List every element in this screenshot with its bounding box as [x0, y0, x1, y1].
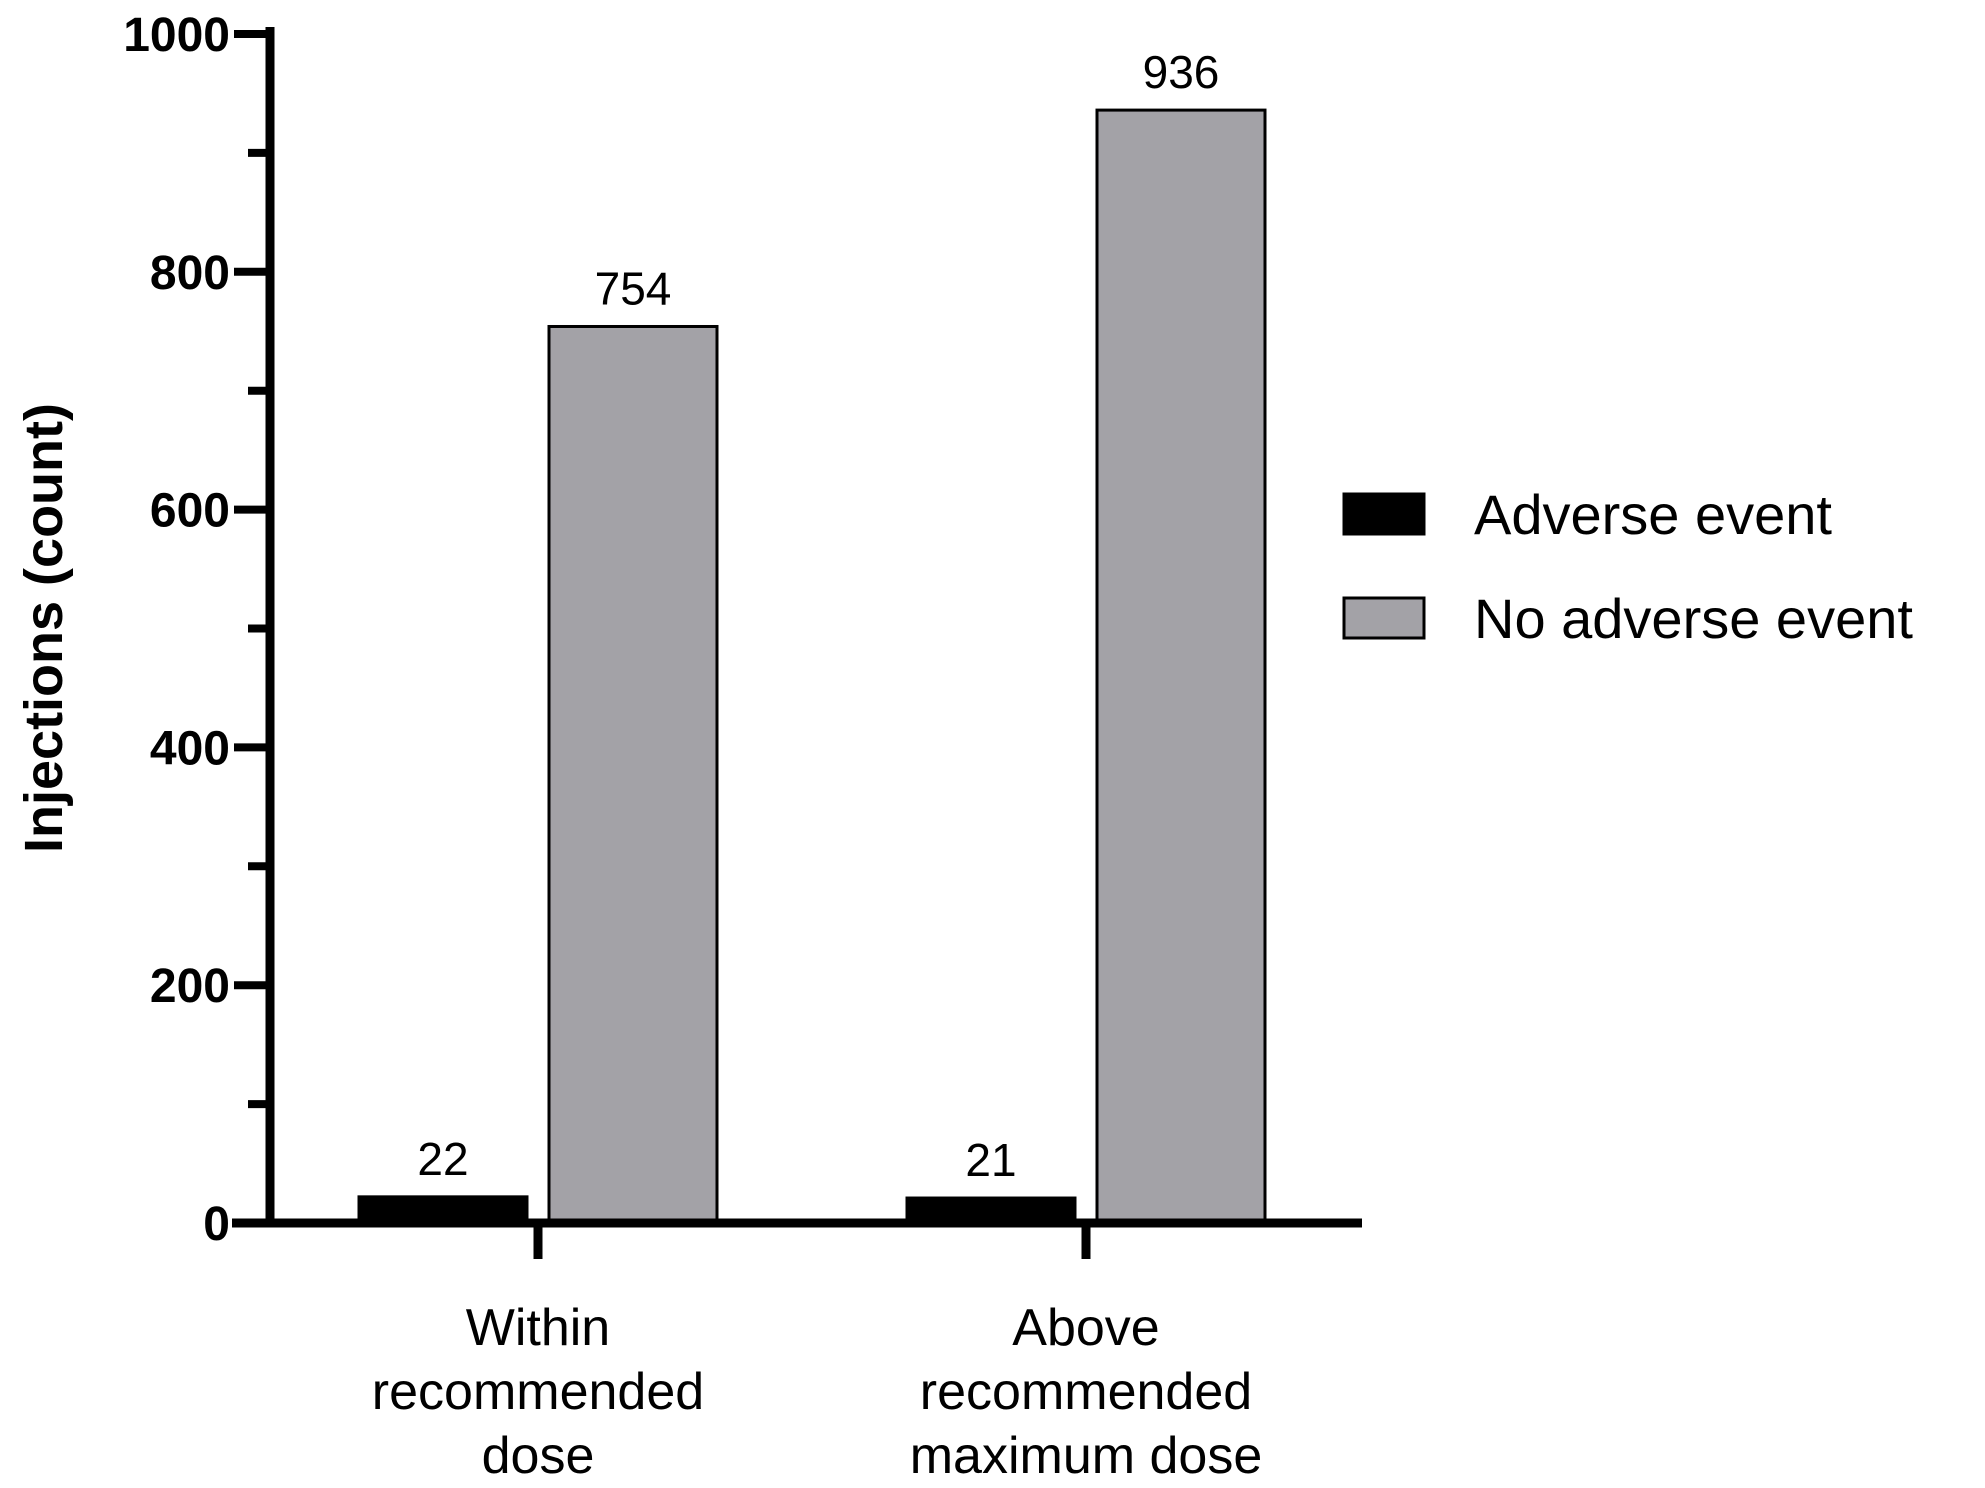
- category-labels: Within recommended dose Above recommended max…: [372, 1299, 1262, 1485]
- y-tick-label: 800: [150, 247, 230, 300]
- category-label: Within recommended dose: [372, 1299, 704, 1485]
- data-label: 22: [417, 1133, 468, 1185]
- x-ticks: [533, 1223, 1091, 1259]
- bar-no-adverse-event: [547, 324, 719, 1225]
- y-axis-title: Injections (count): [14, 403, 74, 853]
- bars: [357, 108, 1267, 1225]
- data-label: 21: [965, 1134, 1016, 1186]
- y-tick-label: 200: [150, 960, 230, 1013]
- legend-label: No adverse event: [1474, 587, 1913, 650]
- category-label: Above recommended maximum dose: [910, 1299, 1263, 1485]
- legend-swatch: [1342, 596, 1426, 640]
- axes: [232, 27, 1362, 1228]
- y-ticks: 0 200 400 600 800 1000: [123, 9, 266, 1251]
- data-labels: 22 754 21 936: [417, 46, 1219, 1186]
- legend: Adverse event No adverse event: [1342, 483, 1913, 650]
- data-label: 754: [595, 262, 672, 314]
- data-label: 936: [1143, 46, 1220, 98]
- y-tick-label: 600: [150, 485, 230, 538]
- y-tick-label: 400: [150, 722, 230, 775]
- legend-label: Adverse event: [1474, 483, 1832, 546]
- bar-no-adverse-event: [1095, 108, 1267, 1225]
- y-tick-label: 1000: [123, 9, 230, 62]
- legend-swatch: [1342, 492, 1426, 536]
- y-tick-label: 0: [203, 1198, 230, 1251]
